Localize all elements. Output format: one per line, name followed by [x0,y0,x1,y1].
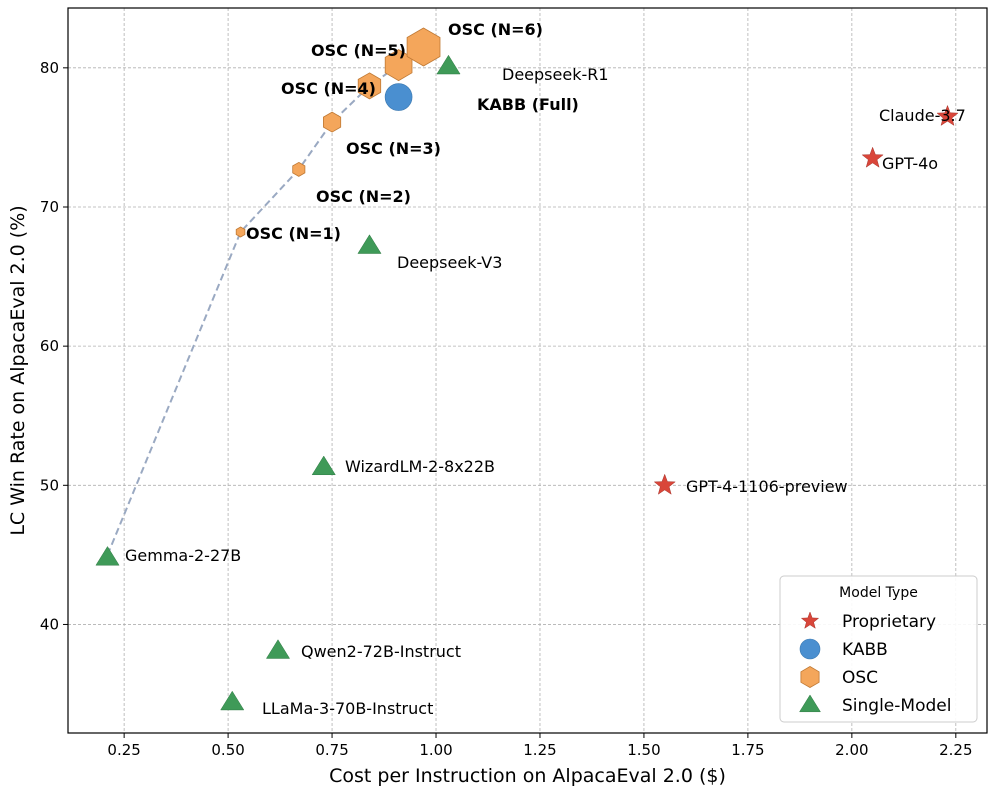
marker-deepseek-r1 [436,54,461,75]
label-wizardlm-2-8x22b: WizardLM-2-8x22B [345,457,495,476]
marker-deepseek-v3 [357,234,382,254]
plot-frame [67,7,988,734]
x-tick-label: 2.00 [835,741,868,759]
label-osc-n-4: OSC (N=4) [281,79,376,98]
label-kabb-full: KABB (Full) [477,95,579,114]
marker-osc-n-6 [406,27,441,67]
legend-entry-kabb: KABB [842,640,888,660]
y-axis-label: LC Win Rate on AlpacaEval 2.0 (%) [7,205,29,535]
legend-marker-single-model [799,694,821,713]
label-llama-3-70b-instruct: LLaMa-3-70B-Instruct [262,699,433,718]
label-osc-n-6: OSC (N=6) [448,20,543,39]
legend-entry-single-model: Single-Model [842,696,951,716]
marker-osc-n-3 [322,111,342,133]
axes: 0.25 0.50 0.75 1.00 1.25 1.50 1.75 2.00 2.25 40 50… [40,7,988,759]
marker-gemma-2-27b [95,546,120,566]
frontier-line-layer [106,46,425,556]
x-tick-label: 1.00 [419,741,452,759]
x-tick-label: 1.50 [627,741,660,759]
marker-qwen2-72b-instruct [265,639,291,659]
x-tick-label: 0.50 [211,741,244,759]
label-claude-3-7: Claude-3.7 [879,106,966,125]
label-gemma-2-27b: Gemma-2-27B [125,546,241,565]
markers [95,27,959,711]
marker-llama-3-70b-instruct [220,690,245,711]
label-osc-n-3: OSC (N=3) [346,139,441,158]
legend-box [779,575,978,723]
marker-gpt-4o [861,146,884,168]
x-tick-label: 0.75 [315,741,348,759]
x-tick-label: 1.25 [523,741,556,759]
marker-wizardlm-2-8x22b [311,455,336,476]
marker-claude-3-7 [936,104,959,126]
y-tick-label: 50 [40,476,59,494]
legend-marker-kabb [799,638,821,660]
label-osc-n-1: OSC (N=1) [246,224,341,243]
label-osc-n-2: OSC (N=2) [316,187,411,206]
legend-marker-osc [800,666,820,688]
y-tick-label: 60 [40,337,59,355]
label-gpt-4o: GPT-4o [882,154,938,173]
x-tick-label: 1.75 [731,741,764,759]
frontier-line [106,46,425,556]
label-qwen2-72b-instruct: Qwen2-72B-Instruct [301,642,461,661]
label-osc-n-5: OSC (N=5) [311,41,406,60]
y-tick-label: 40 [40,615,59,633]
point-labels: OSC (N=1) OSC (N=2) OSC (N=3) OSC (N=4) OSC … [125,20,966,718]
marker-osc-n-1 [235,226,246,238]
label-deepseek-v3: Deepseek-V3 [397,253,502,272]
x-tick-label: 2.25 [939,741,972,759]
x-axis-label: Cost per Instruction on AlpacaEval 2.0 (… [329,765,726,787]
marker-osc-n-4 [357,72,382,100]
legend-marker-proprietary [800,611,820,629]
marker-kabb-full [384,83,413,111]
legend-title: Model Type [839,585,918,601]
label-deepseek-r1: Deepseek-R1 [502,65,609,84]
y-tick-label: 80 [40,59,59,77]
marker-osc-n-2 [292,161,306,177]
legend: Model Type Proprietary KABB OSC Single-Model [779,575,978,723]
label-gpt-4-1106-preview: GPT-4-1106-preview [686,477,848,496]
legend-entry-proprietary: Proprietary [842,612,936,632]
y-tick-label: 70 [40,198,59,216]
x-tick-label: 0.25 [107,741,140,759]
legend-entry-osc: OSC [842,668,878,688]
marker-gpt-4-1106-preview [653,473,676,495]
